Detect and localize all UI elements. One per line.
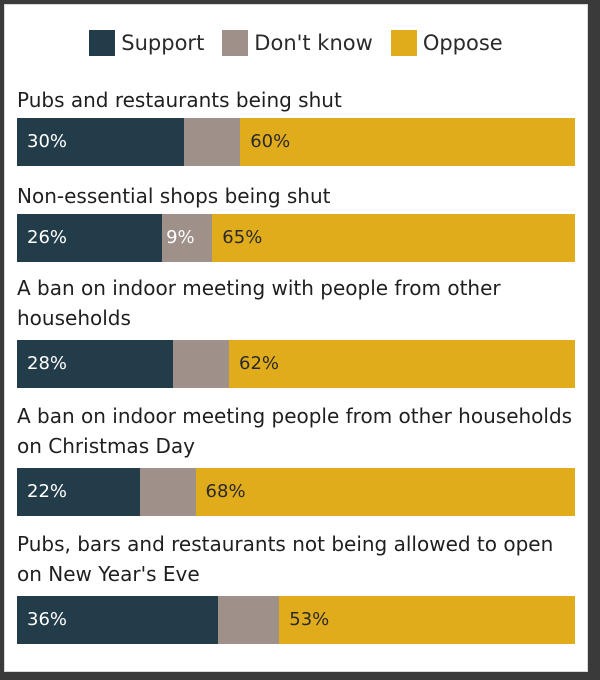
bar-segment-support: [17, 214, 163, 262]
data-label: 22%: [27, 481, 68, 502]
legend-label-dont-know: Don't know: [254, 31, 373, 55]
bar-group: Pubs and restaurants being shut 30% 60%: [17, 85, 575, 166]
bar-segment-support: [17, 468, 140, 516]
bar-segment-dont-know: [162, 214, 213, 262]
chart-card: Support Don't know Oppose Pubs and resta…: [4, 4, 588, 672]
bar-segment-support: [17, 596, 218, 644]
legend-item-oppose: Oppose: [390, 30, 503, 56]
data-label: 68%: [205, 481, 246, 502]
bar-segment-oppose: [212, 214, 575, 262]
stacked-bar: 26% 9% 65%: [17, 214, 575, 262]
legend-swatch-dont-know: [222, 30, 249, 56]
bar-segment-dont-know: [173, 340, 230, 388]
data-label: 65%: [222, 227, 263, 248]
legend-label-oppose: Oppose: [422, 31, 503, 55]
bar-group: A ban on indoor meeting with people from…: [17, 273, 575, 388]
data-label: 30%: [27, 131, 68, 152]
stacked-bar: 36% 53%: [17, 596, 575, 644]
category-label: Pubs, bars and restaurants not being all…: [17, 532, 554, 586]
data-label: 28%: [27, 353, 68, 374]
bar-group: Non-essential shops being shut 26% 9% 65%: [17, 181, 575, 262]
category-label: Pubs and restaurants being shut: [17, 88, 342, 112]
bar-segment-oppose: [195, 468, 575, 516]
stacked-bar: 22% 68%: [17, 468, 575, 516]
data-label: 53%: [289, 609, 330, 630]
legend-swatch-oppose: [390, 30, 417, 56]
data-label: 26%: [27, 227, 68, 248]
bar-segment-oppose: [240, 118, 575, 166]
category-label: A ban on indoor meeting with people from…: [17, 276, 501, 330]
data-label: 60%: [250, 131, 291, 152]
bar-segment-support: [17, 118, 185, 166]
bar-group: Pubs, bars and restaurants not being all…: [17, 529, 575, 644]
bar-group: A ban on indoor meeting people from othe…: [17, 401, 575, 516]
bar-segment-oppose: [279, 596, 575, 644]
data-label: 62%: [239, 353, 280, 374]
category-label: A ban on indoor meeting people from othe…: [17, 404, 573, 458]
legend-item-dont-know: Don't know: [222, 30, 373, 56]
legend: Support Don't know Oppose: [5, 5, 587, 81]
bar-segment-support: [17, 340, 174, 388]
data-label: 9%: [166, 227, 195, 248]
legend-swatch-support: [89, 30, 116, 56]
stacked-bar: 28% 62%: [17, 340, 575, 388]
category-label: Non-essential shops being shut: [17, 184, 331, 208]
stacked-bar: 30% 60%: [17, 118, 575, 166]
data-label: 36%: [27, 609, 68, 630]
bar-segment-oppose: [229, 340, 575, 388]
bar-segment-dont-know: [217, 596, 280, 644]
legend-item-support: Support: [89, 30, 204, 56]
legend-label-support: Support: [121, 31, 205, 55]
bar-segment-dont-know: [139, 468, 196, 516]
bar-segment-dont-know: [184, 118, 241, 166]
